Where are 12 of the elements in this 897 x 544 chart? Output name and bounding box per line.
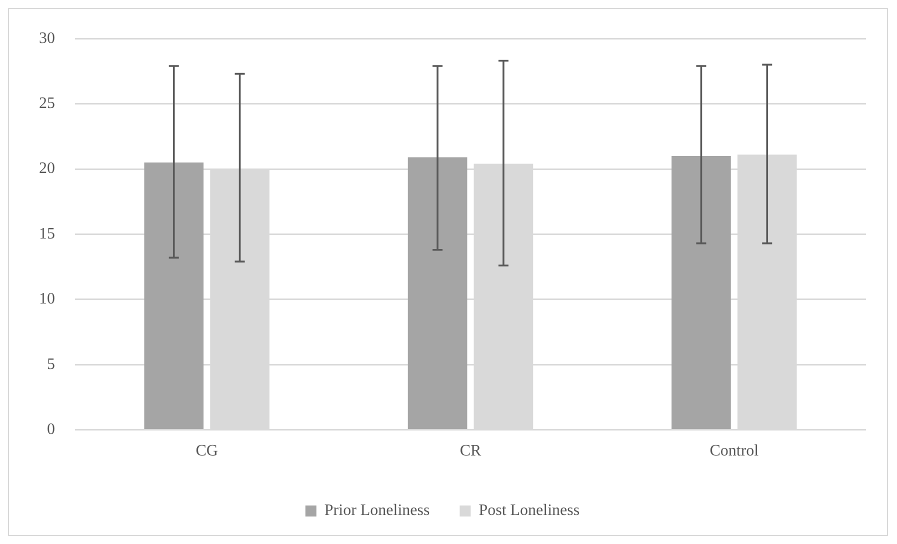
- y-tick-label: 5: [47, 356, 55, 373]
- x-tick-label: CG: [196, 442, 218, 460]
- y-tick-label: 15: [39, 225, 55, 242]
- y-tick-label: 20: [39, 160, 55, 178]
- y-tick-label: 25: [39, 95, 55, 112]
- x-tick-label: CR: [460, 442, 482, 460]
- y-tick-label: 0: [47, 421, 55, 438]
- y-tick-label: 10: [39, 290, 55, 308]
- y-tick-label: 30: [39, 30, 55, 47]
- legend-label: Prior Loneliness: [324, 502, 430, 520]
- x-tick-label: Control: [710, 442, 760, 460]
- legend-label: Post Loneliness: [478, 502, 580, 520]
